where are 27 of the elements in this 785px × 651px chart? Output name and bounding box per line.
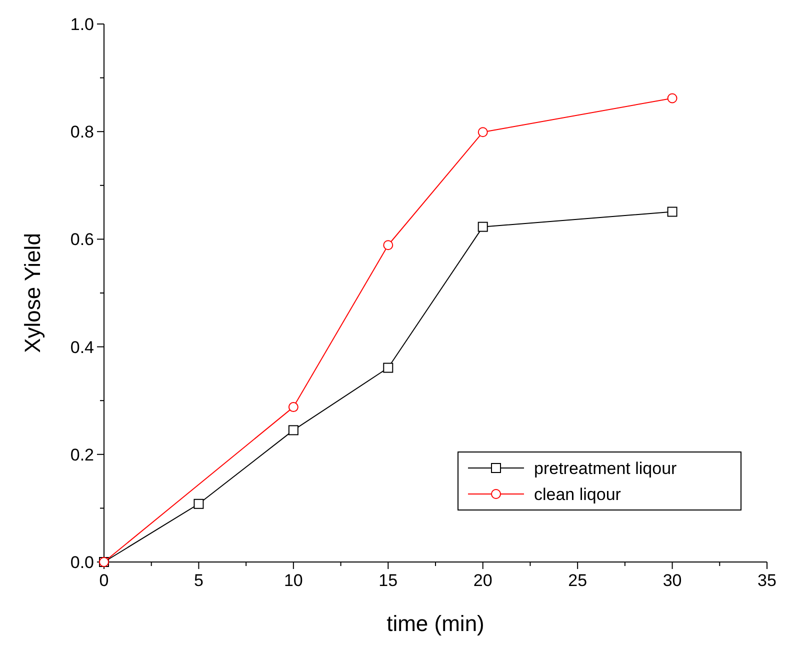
- y-axis-title: Xylose Yield: [20, 233, 45, 353]
- x-tick-label: 25: [568, 571, 588, 590]
- x-tick-label: 0: [99, 571, 109, 590]
- point: [194, 498, 204, 509]
- legend-label: clean liqour: [534, 485, 622, 504]
- x-tick-label: 15: [378, 571, 398, 590]
- point: [288, 425, 298, 436]
- point: [383, 362, 394, 373]
- x-axis-title: time (min): [386, 611, 484, 636]
- y-tick-label: 1.0: [70, 15, 94, 34]
- x-tick-label: 5: [194, 571, 204, 590]
- legend-label: pretreatment liqour: [534, 459, 678, 478]
- point: [667, 206, 678, 217]
- y-tick-label: 0.6: [70, 230, 94, 250]
- y-tick-label: 0.2: [70, 445, 94, 464]
- point: [478, 127, 488, 138]
- y-tick-label: 0.8: [70, 122, 94, 142]
- point: [478, 222, 488, 232]
- point: [667, 93, 678, 104]
- x-tick-label: 20: [473, 571, 492, 590]
- x-tick-label: 35: [758, 571, 776, 590]
- x-tick-label: 30: [662, 571, 682, 590]
- y-tick-label: 0.4: [70, 338, 94, 357]
- y-tick-label: 0.0: [70, 553, 94, 572]
- x-tick-label: 10: [284, 571, 303, 590]
- point: [383, 240, 394, 250]
- point: [288, 402, 298, 412]
